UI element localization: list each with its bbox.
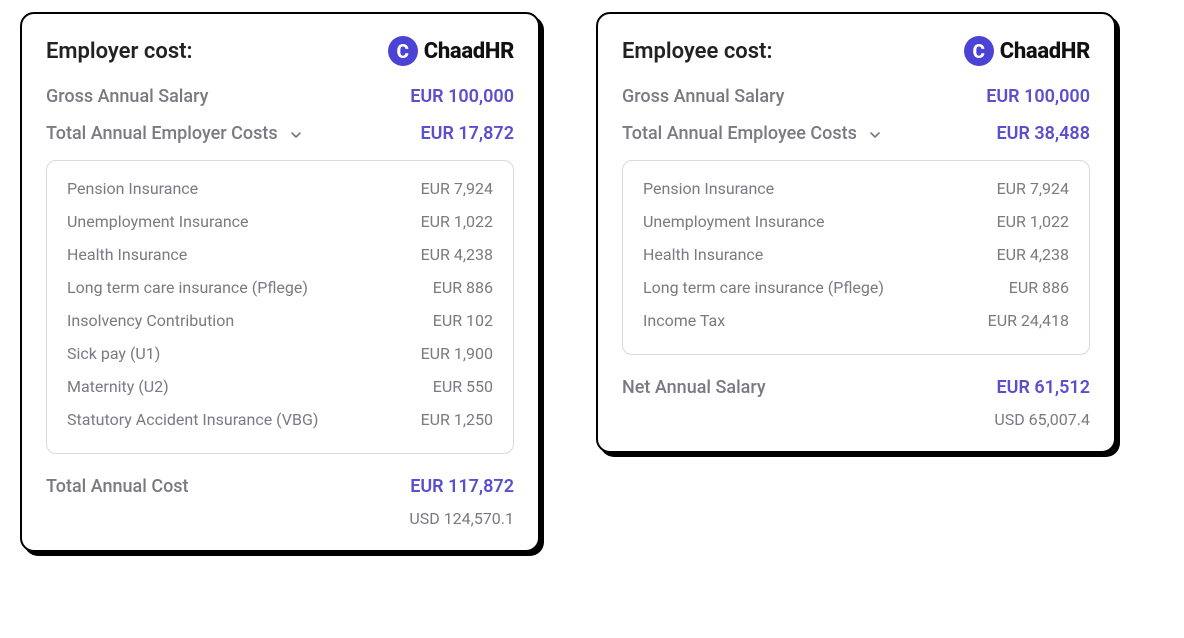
breakdown-value: EUR 1,022	[421, 212, 493, 231]
employee-title: Employee cost:	[622, 39, 772, 64]
employer-title: Employer cost:	[46, 39, 193, 64]
employee-gross-row: Gross Annual Salary EUR 100,000	[622, 86, 1090, 107]
employer-total-costs-label: Total Annual Employer Costs	[46, 123, 302, 144]
breakdown-row: Sick pay (U1) EUR 1,900	[67, 344, 493, 363]
employee-total-costs-row[interactable]: Total Annual Employee Costs EUR 38,488	[622, 123, 1090, 144]
employer-gross-label: Gross Annual Salary	[46, 86, 208, 107]
employer-total-value: EUR 117,872	[410, 476, 514, 497]
employee-breakdown: Pension Insurance EUR 7,924 Unemployment I…	[622, 160, 1090, 355]
employee-net-label: Net Annual Salary	[622, 377, 766, 398]
breakdown-label: Health Insurance	[67, 245, 187, 264]
breakdown-row: Unemployment Insurance EUR 1,022	[67, 212, 493, 231]
employee-gross-value: EUR 100,000	[986, 86, 1090, 107]
employee-gross-label: Gross Annual Salary	[622, 86, 784, 107]
breakdown-row: Pension Insurance EUR 7,924	[67, 179, 493, 198]
brand-icon: C	[388, 36, 418, 66]
breakdown-value: EUR 4,238	[997, 245, 1069, 264]
breakdown-label: Insolvency Contribution	[67, 311, 234, 330]
chevron-down-icon	[867, 127, 881, 141]
breakdown-label: Statutory Accident Insurance (VBG)	[67, 410, 318, 429]
employee-total-costs-value: EUR 38,488	[996, 123, 1090, 144]
breakdown-value: EUR 7,924	[421, 179, 493, 198]
employee-net-value: EUR 61,512	[996, 377, 1090, 398]
breakdown-label: Unemployment Insurance	[643, 212, 825, 231]
breakdown-row: Maternity (U2) EUR 550	[67, 377, 493, 396]
breakdown-value: EUR 1,250	[421, 410, 493, 429]
employee-total-costs-label: Total Annual Employee Costs	[622, 123, 881, 144]
employer-card: Employer cost: C ChaadHR Gross Annual Sa…	[20, 12, 540, 552]
breakdown-row: Pension Insurance EUR 7,924	[643, 179, 1069, 198]
employer-total-costs-label-text: Total Annual Employer Costs	[46, 123, 278, 144]
employee-header: Employee cost: C ChaadHR	[622, 36, 1090, 66]
breakdown-label: Income Tax	[643, 311, 725, 330]
chevron-down-icon	[288, 127, 302, 141]
breakdown-row: Health Insurance EUR 4,238	[67, 245, 493, 264]
breakdown-value: EUR 1,022	[997, 212, 1069, 231]
breakdown-value: EUR 24,418	[988, 311, 1069, 330]
brand-name: ChaadHR	[424, 39, 514, 64]
breakdown-row: Long term care insurance (Pflege) EUR 886	[643, 278, 1069, 297]
employer-total-row: Total Annual Cost EUR 117,872	[46, 476, 514, 497]
employer-total-sub-row: USD 124,570.1	[46, 509, 514, 528]
breakdown-row: Unemployment Insurance EUR 1,022	[643, 212, 1069, 231]
breakdown-row: Statutory Accident Insurance (VBG) EUR 1,…	[67, 410, 493, 429]
breakdown-label: Unemployment Insurance	[67, 212, 249, 231]
employee-card: Employee cost: C ChaadHR Gross Annual Sa…	[596, 12, 1116, 453]
employer-header: Employer cost: C ChaadHR	[46, 36, 514, 66]
employer-total-label: Total Annual Cost	[46, 476, 189, 497]
employee-net-row: Net Annual Salary EUR 61,512	[622, 377, 1090, 398]
employer-gross-row: Gross Annual Salary EUR 100,000	[46, 86, 514, 107]
employer-total-costs-row[interactable]: Total Annual Employer Costs EUR 17,872	[46, 123, 514, 144]
breakdown-label: Health Insurance	[643, 245, 763, 264]
breakdown-label: Maternity (U2)	[67, 377, 169, 396]
breakdown-value: EUR 7,924	[997, 179, 1069, 198]
employee-total-costs-label-text: Total Annual Employee Costs	[622, 123, 857, 144]
employee-net-sub-row: USD 65,007.4	[622, 410, 1090, 429]
employer-total-sub: USD 124,570.1	[409, 509, 514, 528]
breakdown-value: EUR 4,238	[421, 245, 493, 264]
breakdown-row: Long term care insurance (Pflege) EUR 886	[67, 278, 493, 297]
breakdown-value: EUR 1,900	[421, 344, 493, 363]
brand-logo: C ChaadHR	[388, 36, 514, 66]
breakdown-value: EUR 102	[433, 311, 493, 330]
employer-breakdown: Pension Insurance EUR 7,924 Unemployment I…	[46, 160, 514, 454]
employer-total-costs-value: EUR 17,872	[420, 123, 514, 144]
breakdown-value: EUR 550	[433, 377, 493, 396]
breakdown-label: Pension Insurance	[643, 179, 774, 198]
breakdown-value: EUR 886	[1009, 278, 1069, 297]
breakdown-value: EUR 886	[433, 278, 493, 297]
brand-icon: C	[964, 36, 994, 66]
breakdown-row: Income Tax EUR 24,418	[643, 311, 1069, 330]
breakdown-row: Insolvency Contribution EUR 102	[67, 311, 493, 330]
breakdown-label: Long term care insurance (Pflege)	[643, 278, 884, 297]
brand-logo: C ChaadHR	[964, 36, 1090, 66]
breakdown-label: Long term care insurance (Pflege)	[67, 278, 308, 297]
breakdown-label: Pension Insurance	[67, 179, 198, 198]
brand-name: ChaadHR	[1000, 39, 1090, 64]
employee-net-sub: USD 65,007.4	[994, 410, 1090, 429]
breakdown-label: Sick pay (U1)	[67, 344, 160, 363]
breakdown-row: Health Insurance EUR 4,238	[643, 245, 1069, 264]
employer-gross-value: EUR 100,000	[410, 86, 514, 107]
